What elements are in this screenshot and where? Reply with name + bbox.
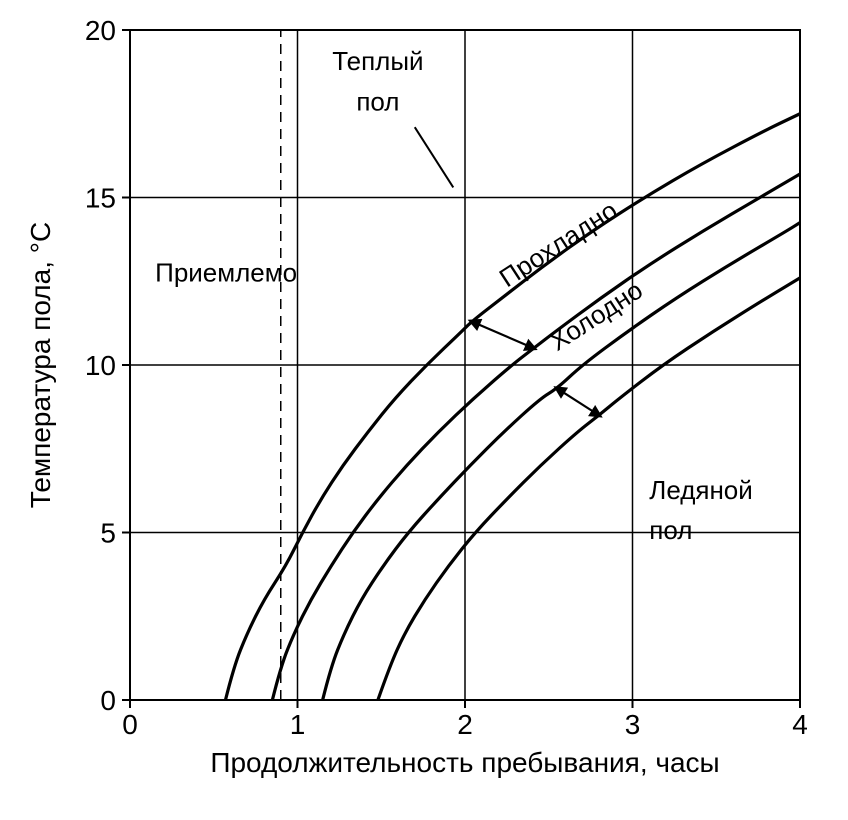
chart-svg: 0 1 2 3 4 0 5 10 15 20 Продолжительность пребывани… xyxy=(0,0,848,820)
x-tick-label: 3 xyxy=(625,709,641,740)
y-axis-label: Температура пола, °С xyxy=(25,222,56,508)
y-tick-label: 0 xyxy=(100,685,116,716)
x-axis-label: Продолжительность пребывания, часы xyxy=(210,747,719,778)
x-tick-label: 1 xyxy=(290,709,306,740)
chart-bg xyxy=(0,0,848,820)
label-warm-floor-1: Теплый xyxy=(332,46,423,76)
label-acceptable: Приемлемо xyxy=(155,257,297,287)
x-tick-label: 2 xyxy=(457,709,473,740)
chart-container: 0 1 2 3 4 0 5 10 15 20 Продолжительность пребывани… xyxy=(0,0,848,820)
label-warm-floor-2: пол xyxy=(356,86,399,116)
x-tick-label: 0 xyxy=(122,709,138,740)
label-icy-floor-1: Ледяной xyxy=(649,475,753,505)
y-tick-label: 20 xyxy=(85,15,116,46)
label-icy-floor-2: пол xyxy=(649,515,692,545)
y-tick-label: 10 xyxy=(85,350,116,381)
x-tick-label: 4 xyxy=(792,709,808,740)
y-tick-label: 15 xyxy=(85,183,116,214)
y-tick-label: 5 xyxy=(100,518,116,549)
